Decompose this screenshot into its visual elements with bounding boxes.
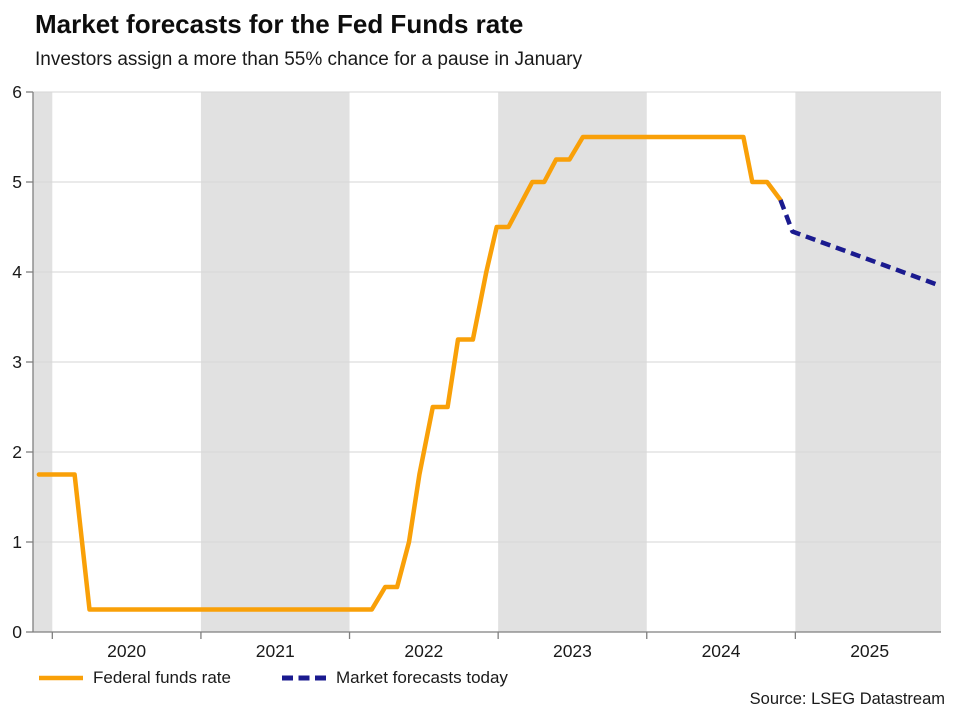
y-tick-label: 1 xyxy=(12,532,22,552)
series-federal-funds-rate xyxy=(36,134,783,612)
legend-label-market-forecasts: Market forecasts today xyxy=(335,668,508,687)
x-tick-label: 2022 xyxy=(404,641,443,661)
chart-subtitle: Investors assign a more than 55% chance … xyxy=(35,48,583,70)
x-tick-label: 2025 xyxy=(850,641,889,661)
legend-item-federal-funds-rate: Federal funds rate xyxy=(38,668,231,688)
x-tick-label: 2023 xyxy=(553,641,592,661)
x-tick-label: 2020 xyxy=(107,641,146,661)
legend-item-market-forecasts: Market forecasts today xyxy=(281,668,508,688)
dashed-line-swatch-icon xyxy=(281,675,327,681)
chart-title: Market forecasts for the Fed Funds rate xyxy=(35,9,524,39)
y-tick-label: 4 xyxy=(12,262,22,282)
y-tick-label: 0 xyxy=(12,622,22,642)
y-tick-label: 5 xyxy=(12,172,22,192)
chart-legend: Federal funds rate Market forecasts toda… xyxy=(38,668,508,688)
x-tick-label: 2024 xyxy=(702,641,741,661)
source-credit: Source: LSEG Datastream xyxy=(749,690,945,708)
legend-label-federal-funds-rate: Federal funds rate xyxy=(93,668,231,687)
y-tick-label: 2 xyxy=(12,442,22,462)
solid-line-swatch-icon xyxy=(39,675,83,681)
y-tick-label: 6 xyxy=(12,82,22,102)
chart-header: Market forecasts for the Fed Funds rate … xyxy=(35,8,935,71)
series-market-forecasts-today xyxy=(778,199,941,288)
x-tick-label: 2021 xyxy=(256,641,295,661)
y-tick-label: 3 xyxy=(12,352,22,372)
